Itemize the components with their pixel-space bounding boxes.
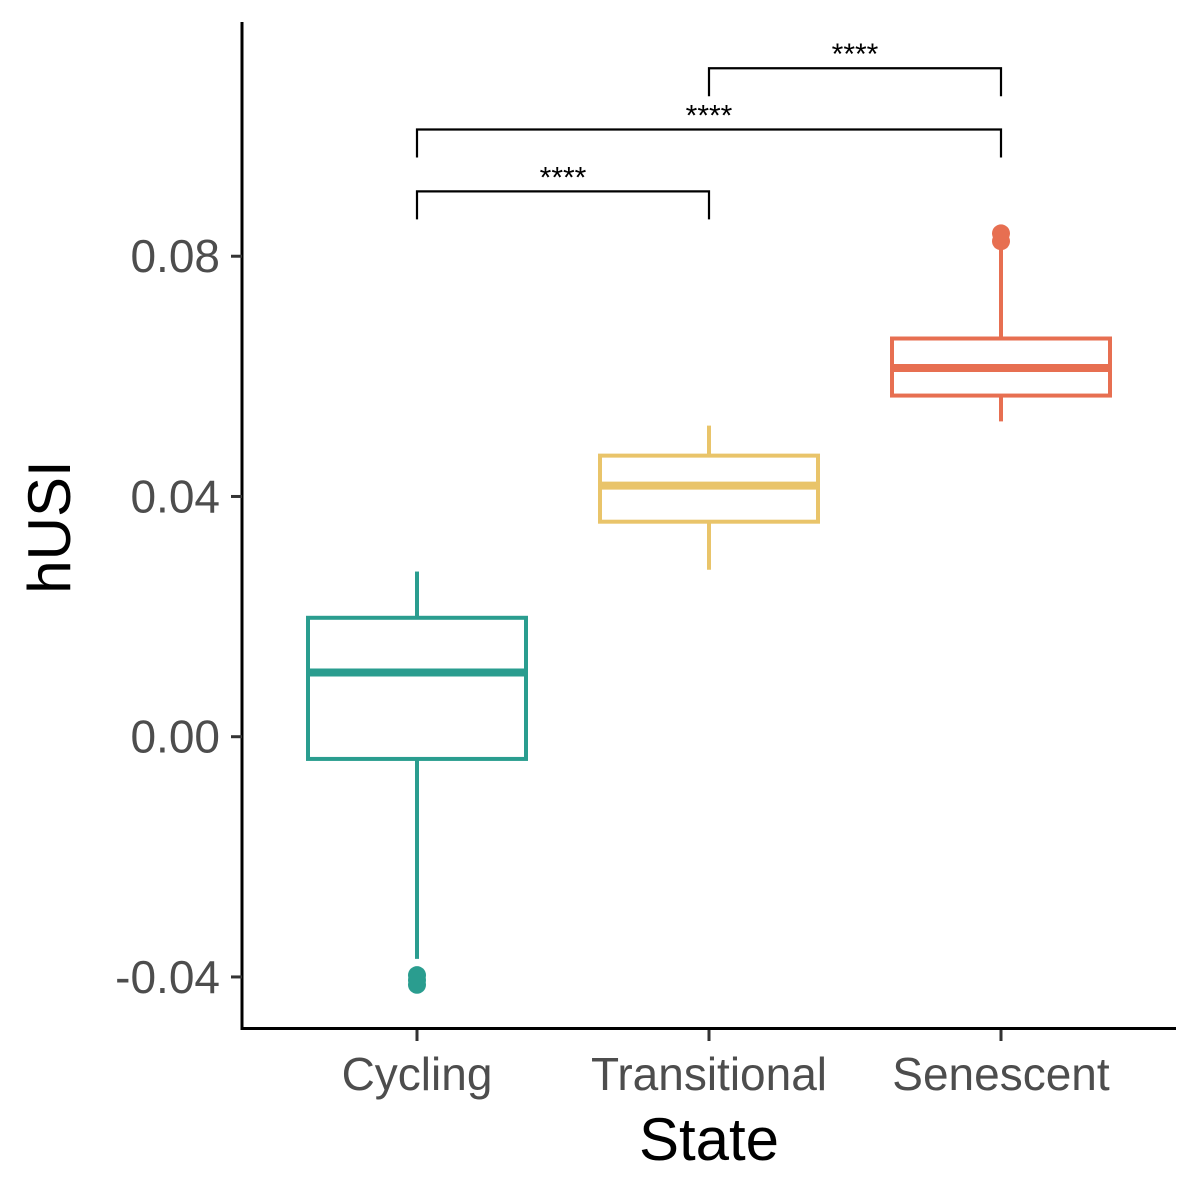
box-transitional (598, 425, 820, 570)
significance-label: **** (686, 100, 733, 133)
significance-bracket: **** (415, 161, 711, 220)
bracket-line (415, 190, 711, 220)
bracket-line (415, 128, 1003, 158)
box-senescent (890, 224, 1112, 422)
iqr-box (306, 615, 528, 761)
y-tick-label: -0.04 (115, 951, 220, 1003)
significance-bracket: **** (707, 38, 1003, 97)
x-axis-title: State (639, 1106, 779, 1173)
outlier-point (408, 975, 426, 994)
bracket-line (707, 67, 1003, 97)
y-ticks: -0.04 0.00 0.04 0.08 (115, 230, 242, 1003)
y-tick-label: 0.08 (130, 230, 220, 282)
significance-label: **** (540, 161, 587, 194)
x-tick-label: Senescent (892, 1048, 1110, 1100)
plot-area: **** **** **** (306, 38, 1112, 994)
x-tick-label: Transitional (591, 1048, 827, 1100)
significance-bracket: **** (415, 100, 1003, 158)
y-axis-title: hUSI (16, 460, 83, 593)
significance-label: **** (832, 38, 879, 71)
x-tick-label: Cycling (342, 1048, 493, 1100)
outlier-point (992, 224, 1010, 243)
y-tick-label: 0.00 (130, 711, 220, 763)
y-tick-label: 0.04 (130, 470, 220, 522)
box-cycling (306, 571, 528, 994)
x-ticks: Cycling Transitional Senescent (342, 1030, 1110, 1100)
